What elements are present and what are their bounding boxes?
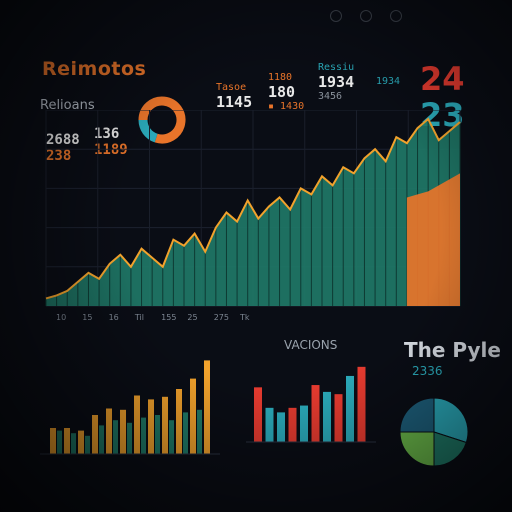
bar	[120, 409, 126, 454]
stat-mid-1: Tasoe 1145	[216, 82, 252, 111]
tile-right-sub: 2336	[412, 364, 443, 378]
stat-mid-1-value: 1145	[216, 93, 253, 111]
bar	[148, 399, 154, 454]
stat-mid-3-value: 1934	[318, 73, 355, 91]
x-tick-label: 155	[161, 313, 176, 322]
bar	[127, 422, 132, 454]
x-tick-label: 15	[82, 313, 92, 322]
pie-chart	[399, 397, 469, 467]
stat-mid-3-label: Ressiu	[318, 62, 355, 73]
stat-mid-1-label: Tasoe	[216, 82, 247, 93]
bar	[190, 378, 196, 454]
bar	[134, 395, 140, 454]
bar	[323, 391, 331, 442]
bar	[346, 375, 354, 442]
bar	[277, 412, 285, 442]
bar	[197, 409, 202, 454]
bar	[357, 366, 366, 442]
x-tick-label: Til	[134, 313, 144, 322]
circle-icon[interactable]	[390, 10, 402, 22]
bar	[155, 415, 160, 454]
bar	[78, 430, 84, 454]
bar	[85, 435, 90, 454]
stat-mid-2-value: 180	[268, 83, 296, 101]
dashboard-title: Reimotos	[42, 58, 147, 80]
bar	[288, 407, 297, 442]
x-tick-label: Tk	[239, 313, 250, 322]
circle-icon[interactable]	[330, 10, 342, 22]
bar	[176, 389, 182, 454]
stat-right-label-text: 1934	[376, 76, 401, 87]
stat-mid-2: 1180 180 ▪ 1430	[268, 72, 304, 112]
stat-mid-2-label: 1180	[268, 72, 293, 83]
bar	[183, 412, 188, 454]
bar	[113, 420, 118, 454]
x-tick-label: 16	[109, 313, 119, 322]
tile-center-label: VACIONS	[284, 338, 338, 352]
bar	[254, 387, 262, 442]
toolbar-icons	[330, 10, 402, 22]
area-chart: 10 15 16 Til 155 25 275 Tk	[45, 110, 461, 322]
bar	[300, 405, 308, 442]
circle-icon[interactable]	[360, 10, 372, 22]
bar	[71, 433, 76, 454]
kpi-red: 24	[420, 60, 465, 98]
x-tick-label: 25	[187, 313, 197, 322]
bar	[141, 417, 146, 454]
x-tick-label: 275	[214, 313, 229, 322]
bar	[169, 420, 174, 454]
x-tick-label: 10	[56, 313, 66, 322]
bar	[311, 385, 320, 442]
bar	[334, 394, 343, 442]
bar	[265, 407, 274, 442]
bar	[106, 408, 112, 454]
bar	[57, 430, 62, 454]
pie-slice	[399, 397, 435, 433]
bar-chart-left	[40, 360, 220, 455]
tile-right-label: The Pyle	[404, 338, 501, 362]
bar	[204, 360, 210, 454]
bar	[50, 428, 56, 454]
stat-mid-3-sub: 3456	[318, 91, 343, 102]
stat-right-label: 1934	[376, 76, 400, 87]
bar	[162, 396, 168, 454]
bar	[92, 415, 98, 454]
pie-slice	[399, 431, 435, 467]
stat-mid-3: Ressiu 1934 3456	[318, 62, 354, 102]
bar	[64, 428, 70, 454]
bar	[99, 425, 104, 454]
bar-chart-center	[246, 366, 376, 443]
